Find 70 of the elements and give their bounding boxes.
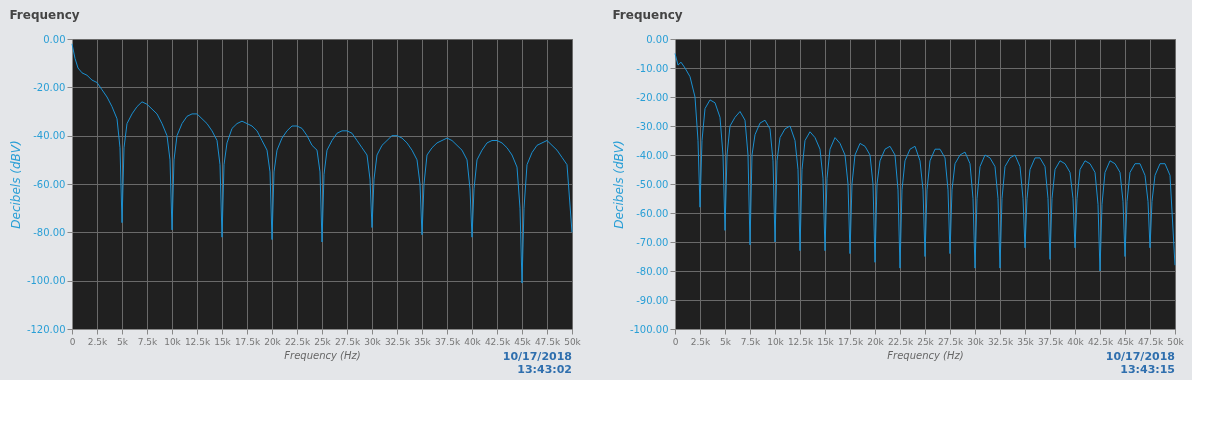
y-tick-label: -40.00 bbox=[636, 149, 669, 161]
x-tick-label: 12.5k bbox=[787, 336, 814, 347]
x-tick-label: 0 bbox=[69, 336, 76, 347]
y-tick-label: -50.00 bbox=[636, 178, 669, 190]
chart-title: Frequency bbox=[9, 8, 80, 22]
y-tick-label: -100.00 bbox=[26, 275, 66, 287]
y-tick-label: -40.00 bbox=[33, 130, 66, 142]
x-tick-label: 47.5k bbox=[534, 336, 561, 347]
line-series bbox=[674, 53, 1176, 272]
y-axis-title: Decibels (dBV) bbox=[611, 140, 626, 229]
x-tick-label: 10k bbox=[164, 336, 182, 347]
x-tick-label: 40k bbox=[1067, 336, 1085, 347]
x-tick-label: 25k bbox=[314, 336, 332, 347]
y-tick-label: -90.00 bbox=[636, 294, 669, 306]
x-tick-label: 45k bbox=[514, 336, 532, 347]
x-tick-label: 32.5k bbox=[987, 336, 1014, 347]
y-axis-title: Decibels (dBV) bbox=[8, 140, 23, 229]
x-tick-label: 2.5k bbox=[690, 336, 712, 347]
x-tick-label: 15k bbox=[817, 336, 835, 347]
x-tick-label: 0 bbox=[672, 336, 679, 347]
x-axis-title: Frequency (Hz) bbox=[887, 349, 964, 361]
y-tick-label: -70.00 bbox=[636, 236, 669, 248]
x-tick-label: 50k bbox=[564, 336, 582, 347]
x-axis-title: Frequency (Hz) bbox=[284, 349, 361, 361]
x-tick-label: 35k bbox=[1017, 336, 1035, 347]
x-tick-label: 35k bbox=[414, 336, 432, 347]
x-tick-label: 27.5k bbox=[937, 336, 964, 347]
x-tick-label: 27.5k bbox=[334, 336, 361, 347]
x-tick-label: 25k bbox=[917, 336, 935, 347]
y-tick-label: -80.00 bbox=[636, 265, 669, 277]
x-tick-label: 37.5k bbox=[434, 336, 461, 347]
y-tick-label: 0.00 bbox=[646, 33, 669, 45]
x-tick-label: 42.5k bbox=[1087, 336, 1114, 347]
x-tick-label: 2.5k bbox=[87, 336, 109, 347]
y-tick-label: -60.00 bbox=[636, 207, 669, 219]
text: 10/17/2018 13:43:15 bbox=[1105, 350, 1175, 376]
x-tick-label: 20k bbox=[264, 336, 282, 347]
y-tick-label: -60.00 bbox=[33, 178, 66, 190]
x-tick-label: 22.5k bbox=[284, 336, 311, 347]
x-tick-label: 50k bbox=[1167, 336, 1185, 347]
x-tick-label: 7.5k bbox=[740, 336, 762, 347]
x-tick-label: 5k bbox=[720, 336, 732, 347]
x-tick-label: 20k bbox=[867, 336, 885, 347]
x-tick-label: 40k bbox=[464, 336, 482, 347]
x-tick-label: 32.5k bbox=[384, 336, 411, 347]
chart-title: Frequency bbox=[612, 8, 683, 22]
x-tick-label: 5k bbox=[117, 336, 129, 347]
x-tick-label: 12.5k bbox=[184, 336, 211, 347]
y-tick-label: 0.00 bbox=[43, 33, 66, 45]
x-tick-label: 17.5k bbox=[837, 336, 864, 347]
x-tick-label: 30k bbox=[364, 336, 382, 347]
y-tick-label: -80.00 bbox=[33, 226, 66, 238]
y-tick-label: -120.00 bbox=[26, 323, 66, 335]
y-tick-label: -20.00 bbox=[33, 81, 66, 93]
y-tick-label: -20.00 bbox=[636, 91, 669, 103]
x-tick-label: 47.5k bbox=[1137, 336, 1164, 347]
text: 10/17/2018 13:43:02 bbox=[502, 350, 572, 376]
x-tick-label: 42.5k bbox=[484, 336, 511, 347]
x-tick-label: 17.5k bbox=[234, 336, 261, 347]
x-tick-label: 45k bbox=[1117, 336, 1135, 347]
x-tick-label: 15k bbox=[214, 336, 232, 347]
x-tick-label: 30k bbox=[967, 336, 985, 347]
x-tick-label: 10k bbox=[767, 336, 785, 347]
line-series bbox=[71, 43, 573, 284]
y-tick-label: -30.00 bbox=[636, 120, 669, 132]
y-tick-label: -10.00 bbox=[636, 62, 669, 74]
x-tick-label: 22.5k bbox=[887, 336, 914, 347]
x-tick-label: 7.5k bbox=[137, 336, 159, 347]
y-tick-label: -100.00 bbox=[629, 323, 669, 335]
x-tick-label: 37.5k bbox=[1037, 336, 1064, 347]
